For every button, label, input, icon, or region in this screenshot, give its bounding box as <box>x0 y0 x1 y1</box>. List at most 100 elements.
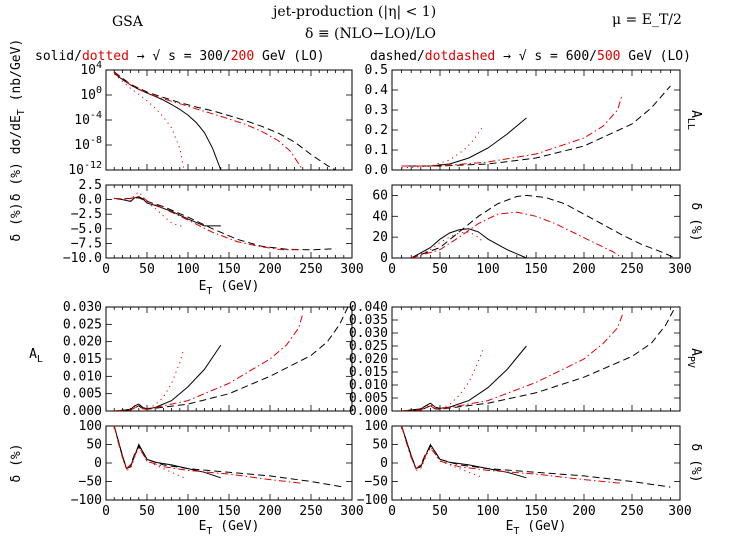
x-tick-label: 0 <box>388 504 396 519</box>
panel-APV: 0.0400.0350.0300.0250.0200.0150.0100.005… <box>349 300 703 419</box>
y-tick-label: 60 <box>372 188 388 203</box>
y-tick-label: 0.025 <box>349 339 388 354</box>
y-tick-label: 0 <box>94 456 102 471</box>
plot-frame <box>105 425 353 501</box>
y-tick-label: 0.000 <box>63 404 102 419</box>
y-tick-label: 0.015 <box>349 365 388 380</box>
x-tick-label: 50 <box>139 262 155 277</box>
series-line-dotdashed <box>401 426 623 484</box>
x-axis-label: ET (GeV) <box>199 279 260 297</box>
x-axis-label-rest: (GeV) <box>519 519 566 534</box>
y-tick-label: 0.040 <box>349 300 388 315</box>
series-line-dashed <box>114 197 336 251</box>
x-axis-label: ET (GeV) <box>199 519 260 537</box>
y-tick-label: −10.0 <box>63 251 102 266</box>
y-axis-label: δ (%) <box>9 202 24 241</box>
series-line-dotdashed <box>401 314 623 411</box>
y-tick-label: 0.0 <box>79 193 102 208</box>
y-tick-label: 0.010 <box>63 369 102 384</box>
y-tick-label: −7.5 <box>71 236 102 251</box>
series-line-dotted <box>411 231 484 258</box>
x-tick-label: 100 <box>176 504 199 519</box>
series-line-dotdashed <box>114 196 299 251</box>
y-axis-label: δ (%) <box>688 202 703 241</box>
series-line-solid <box>410 228 527 258</box>
y-axis-label: δ (%) <box>9 443 24 482</box>
x-tick-label: 100 <box>176 262 199 277</box>
x-tick-label: 250 <box>299 504 322 519</box>
series-line-dashed <box>401 307 676 411</box>
y-tick-label: 100 <box>80 85 102 103</box>
y-tick-label: −100 <box>71 493 102 508</box>
y-axis-label: δ (%) dσ/dET (nb/GeV) <box>9 39 27 202</box>
x-tick-label: 250 <box>620 504 643 519</box>
x-tick-label: 300 <box>668 504 691 519</box>
y-tick-label: −5.0 <box>71 222 102 237</box>
x-tick-label: 100 <box>476 262 499 277</box>
y-axis-label-sub: PV <box>685 356 696 368</box>
series-line-dotted <box>113 426 185 479</box>
y-tick-label: 20 <box>372 230 388 245</box>
x-tick-label: 200 <box>258 504 281 519</box>
x-axis-label-rest: (GeV) <box>212 279 259 294</box>
x-axis-label-sub: T <box>206 526 212 537</box>
plot-frame <box>391 306 681 412</box>
panel-ALL: 0.5 0.4 0.3 0.2 0.1 0.0 ALL <box>365 63 703 178</box>
legend-left-dotted: dotted <box>82 49 129 64</box>
x-tick-label: 300 <box>340 262 363 277</box>
y-tick-label: 0.020 <box>349 352 388 367</box>
y-tick-exponent: -8 <box>90 135 102 146</box>
y-axis-label-sub: T <box>16 109 27 115</box>
legend-left-solid: solid/ <box>35 49 82 64</box>
panel-AL: 0.030 0.025 0.020 0.015 0.010 0.005 0.000 AL <box>29 300 353 419</box>
y-tick-label: 10-4 <box>74 110 102 128</box>
y-tick-label: −50 <box>79 475 102 490</box>
panels: 104 100 10-4 10-8 10-12 δ (%) dσ/dET (nb/GeV)… <box>9 39 703 537</box>
y-tick-label: 104 <box>80 60 102 78</box>
y-tick-label: 0 <box>380 251 388 266</box>
series-line-dotted <box>114 191 184 227</box>
plot-frame <box>391 425 681 501</box>
y-tick-label: 0.030 <box>63 300 102 315</box>
y-axis-label: ALL <box>685 110 703 130</box>
y-tick-label: 2.5 <box>79 178 102 193</box>
title: jet-production (|η| < 1) <box>271 4 436 20</box>
x-tick-label: 250 <box>620 262 643 277</box>
y-tick-label: −2.5 <box>71 207 102 222</box>
plot-frame <box>105 306 353 412</box>
x-tick-label: 150 <box>217 262 240 277</box>
y-tick-label: 0.005 <box>349 391 388 406</box>
legend-right: dashed/dotdashed → √ s = 600/500 GeV (LO… <box>370 49 691 64</box>
x-tick-label: 50 <box>139 504 155 519</box>
y-tick-label: 0.0 <box>365 163 388 178</box>
y-tick-label: 0.000 <box>349 404 388 419</box>
series-line-dotted <box>401 348 484 411</box>
scale-label: μ = E_T/2 <box>612 12 682 28</box>
series-line-dotted <box>114 348 185 411</box>
delta-definition: δ ≡ (NLO−LO)/LO <box>305 26 436 42</box>
plot-frame <box>105 69 353 171</box>
x-tick-label: 150 <box>217 504 240 519</box>
series-line-dashed <box>113 71 336 170</box>
y-axis-label-sub: L <box>37 354 43 365</box>
series-line-dotted <box>401 125 484 169</box>
legend-left: solid/dotted → √ s = 300/200 GeV (LO) <box>35 49 325 64</box>
y-tick-exponent: -4 <box>90 110 102 121</box>
x-axis-label-sub: T <box>206 286 212 297</box>
x-tick-label: 50 <box>432 262 448 277</box>
y-tick-exponent: 0 <box>96 85 102 96</box>
legend-left-energy-lo: 200 <box>231 49 254 64</box>
series-line-solid <box>114 196 221 227</box>
y-tick-label: 40 <box>372 209 388 224</box>
gsa-label: GSA <box>112 14 144 30</box>
x-tick-label: 100 <box>476 504 499 519</box>
y-tick-label: −100 <box>357 493 388 508</box>
y-tick-label: 0.020 <box>63 335 102 350</box>
x-tick-label: 150 <box>524 262 547 277</box>
legend-right-suffix: GeV (LO) <box>620 49 690 64</box>
legend-right-energy: → √ s = 600/ <box>495 49 597 64</box>
x-tick-label: 0 <box>102 262 110 277</box>
x-tick-label: 0 <box>102 504 110 519</box>
plot-frame <box>391 184 681 259</box>
